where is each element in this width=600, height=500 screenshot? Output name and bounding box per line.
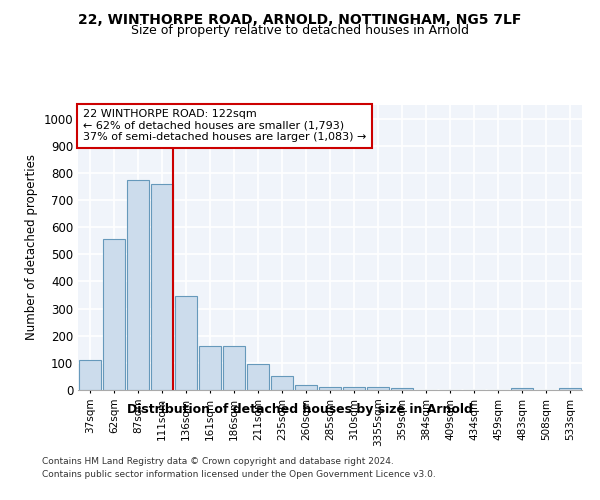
Bar: [295, 385, 317, 390]
Text: 22 WINTHORPE ROAD: 122sqm
← 62% of detached houses are smaller (1,793)
37% of se: 22 WINTHORPE ROAD: 122sqm ← 62% of detac…: [83, 110, 367, 142]
Text: Contains public sector information licensed under the Open Government Licence v3: Contains public sector information licen…: [42, 470, 436, 479]
Text: Distribution of detached houses by size in Arnold: Distribution of detached houses by size …: [127, 402, 473, 415]
Bar: [391, 388, 413, 390]
Bar: [343, 386, 365, 390]
Bar: [247, 364, 269, 390]
Bar: [271, 376, 293, 390]
Bar: [151, 184, 173, 390]
Bar: [223, 346, 245, 390]
Bar: [175, 296, 197, 390]
Bar: [559, 388, 581, 390]
Bar: [103, 238, 125, 390]
Bar: [367, 386, 389, 390]
Bar: [79, 360, 101, 390]
Text: 22, WINTHORPE ROAD, ARNOLD, NOTTINGHAM, NG5 7LF: 22, WINTHORPE ROAD, ARNOLD, NOTTINGHAM, …: [79, 12, 521, 26]
Bar: [199, 346, 221, 390]
Bar: [319, 386, 341, 390]
Bar: [127, 180, 149, 390]
Text: Size of property relative to detached houses in Arnold: Size of property relative to detached ho…: [131, 24, 469, 37]
Text: Contains HM Land Registry data © Crown copyright and database right 2024.: Contains HM Land Registry data © Crown c…: [42, 458, 394, 466]
Y-axis label: Number of detached properties: Number of detached properties: [25, 154, 38, 340]
Bar: [511, 388, 533, 390]
